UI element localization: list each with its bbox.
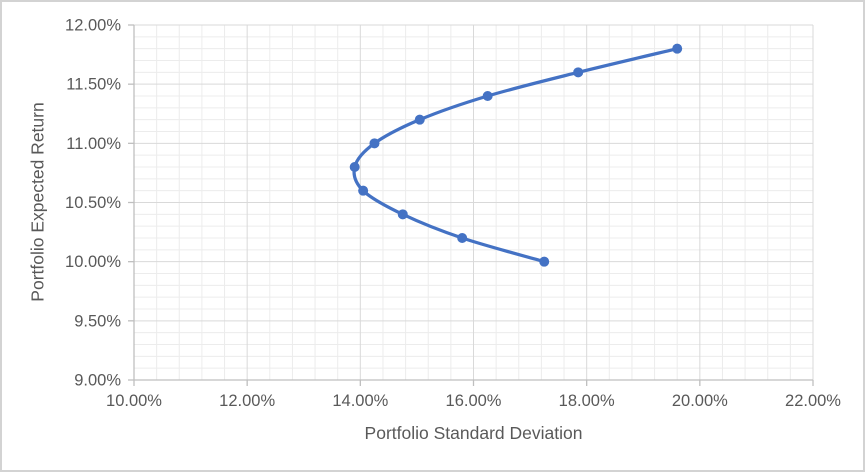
y-tick-label: 10.00%	[65, 253, 121, 271]
data-point-marker	[672, 43, 683, 54]
data-point-marker	[573, 67, 584, 78]
x-tick-label: 22.00%	[785, 392, 841, 410]
data-point-marker	[369, 138, 380, 149]
y-axis-title: Portfolio Expected Return	[27, 102, 48, 302]
y-tick-label: 9.50%	[74, 312, 121, 330]
data-point-marker	[482, 91, 493, 101]
y-tick-label: 9.00%	[74, 372, 121, 390]
x-tick-label: 20.00%	[672, 392, 728, 410]
x-tick-label: 12.00%	[219, 392, 275, 410]
series-line	[352, 47, 679, 264]
x-tick-label: 10.00%	[106, 392, 162, 410]
x-tick-label: 14.00%	[332, 392, 388, 410]
data-point-marker	[539, 256, 550, 267]
y-tick-label: 11.00%	[66, 135, 121, 153]
y-tick-label: 11.50%	[66, 76, 121, 94]
x-axis-title: Portfolio Standard Deviation	[364, 423, 583, 443]
data-point-marker	[397, 209, 408, 220]
data-point-marker	[414, 114, 425, 125]
y-tick-label: 12.00%	[65, 17, 121, 35]
data-point-marker	[457, 233, 468, 243]
data-point-marker	[358, 185, 369, 196]
data-point-marker	[349, 162, 360, 172]
y-tick-label: 10.50%	[65, 194, 121, 212]
x-tick-label: 18.00%	[559, 392, 615, 410]
x-tick-label: 16.00%	[446, 392, 502, 410]
